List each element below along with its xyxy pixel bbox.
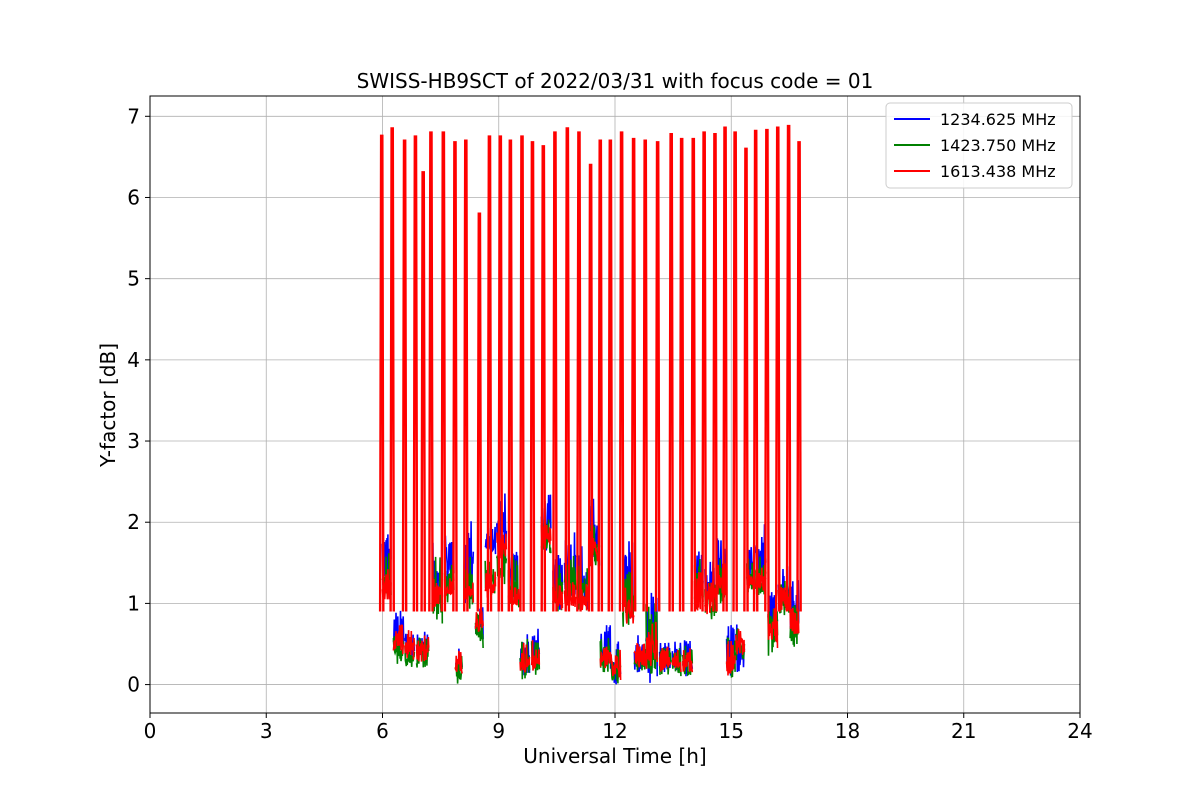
legend: 1234.625 MHz 1423.750 MHz 1613.438 MHz: [885, 102, 1073, 189]
trace-segment: [610, 649, 622, 681]
trace-segment: [645, 621, 658, 669]
x-tick-label: 0: [144, 719, 157, 743]
trace-segment: [404, 630, 416, 660]
x-tick-label: 3: [260, 719, 273, 743]
calibration-peak: [607, 139, 614, 612]
calibration-peak: [378, 134, 385, 612]
calibration-peak: [576, 131, 582, 612]
legend-label-1613: 1613.438 MHz: [940, 162, 1056, 181]
x-tick-label: 6: [376, 719, 389, 743]
trace-segment: [725, 640, 736, 676]
legend-label-1423: 1423.750 MHz: [940, 136, 1056, 155]
chart-title: SWISS-HB9SCT of 2022/03/31 with focus co…: [357, 69, 874, 93]
legend-label-1234: 1234.625 MHz: [940, 110, 1056, 129]
calibration-peak: [529, 141, 536, 612]
calibration-peak: [618, 131, 625, 612]
y-tick-label: 0: [127, 673, 140, 697]
trace-segment: [658, 646, 672, 672]
calibration-peak: [540, 145, 547, 612]
x-tick-label: 9: [492, 719, 505, 743]
trace-segment: [682, 648, 694, 673]
x-tick-label: 12: [602, 719, 627, 743]
calibration-peak: [690, 137, 697, 612]
calibration-peak: [642, 139, 649, 612]
calibration-peak: [389, 127, 395, 612]
calibration-peak: [774, 126, 781, 612]
calibration-peak: [519, 135, 525, 612]
calibration-peak: [654, 141, 661, 612]
calibration-peak: [743, 147, 749, 612]
calibration-peak: [412, 135, 419, 612]
calibration-peak: [564, 127, 571, 612]
calibration-peak: [712, 132, 718, 612]
calibration-peak: [440, 131, 447, 612]
calibration-peak: [752, 129, 759, 612]
y-tick-label: 2: [127, 510, 140, 534]
x-tick-label: 15: [719, 719, 744, 743]
x-tick-label: 21: [951, 719, 976, 743]
calibration-peak: [785, 124, 792, 612]
trace-segment: [519, 642, 531, 673]
x-axis-label: Universal Time [h]: [523, 744, 706, 768]
calibration-peak: [401, 139, 408, 612]
trace-segment: [633, 643, 647, 668]
calibration-peak: [630, 137, 637, 612]
plot-data: [378, 124, 802, 685]
calibration-peak: [497, 135, 504, 612]
y-tick-label: 4: [127, 348, 140, 372]
calibration-peak: [476, 212, 483, 612]
calibration-peak: [452, 141, 458, 612]
y-tick-label: 1: [127, 591, 140, 615]
calibration-peak: [420, 171, 426, 612]
trace-segment: [735, 629, 746, 655]
trace-segment: [404, 642, 416, 667]
calibration-peak: [463, 139, 469, 612]
calibration-peak: [722, 126, 728, 612]
calibration-peak: [678, 137, 685, 612]
trace-segment: [454, 650, 463, 674]
calibration-peaks: [378, 124, 802, 612]
trace-segment: [530, 640, 541, 671]
x-tick-label: 24: [1067, 719, 1092, 743]
trace-segment: [789, 607, 800, 634]
x-tick-label: 18: [835, 719, 860, 743]
calibration-peak: [486, 135, 493, 612]
y-tick-label: 3: [127, 429, 140, 453]
calibration-peak: [587, 163, 594, 612]
trace-segment: [671, 649, 682, 673]
y-axis-label: Y-factor [dB]: [96, 343, 120, 468]
trace-segment: [415, 635, 430, 662]
calibration-peak: [507, 139, 514, 612]
calibration-peak: [428, 131, 434, 612]
calibration-peak: [668, 132, 674, 612]
y-tick-label: 6: [127, 185, 140, 209]
trace-segment: [507, 587, 520, 606]
trace-segment: [599, 646, 612, 669]
calibration-peak: [796, 141, 802, 612]
calibration-peak: [764, 128, 770, 612]
legend-frame: [885, 102, 1073, 189]
trace-segment: [392, 624, 405, 655]
calibration-peak: [597, 139, 604, 612]
calibration-peak: [701, 131, 707, 612]
trace-segment: [474, 611, 484, 632]
calibration-peak: [552, 131, 558, 612]
trace-segment: [767, 608, 779, 649]
calibration-peak: [732, 131, 738, 612]
y-tick-label: 7: [127, 104, 140, 128]
y-tick-label: 5: [127, 267, 140, 291]
